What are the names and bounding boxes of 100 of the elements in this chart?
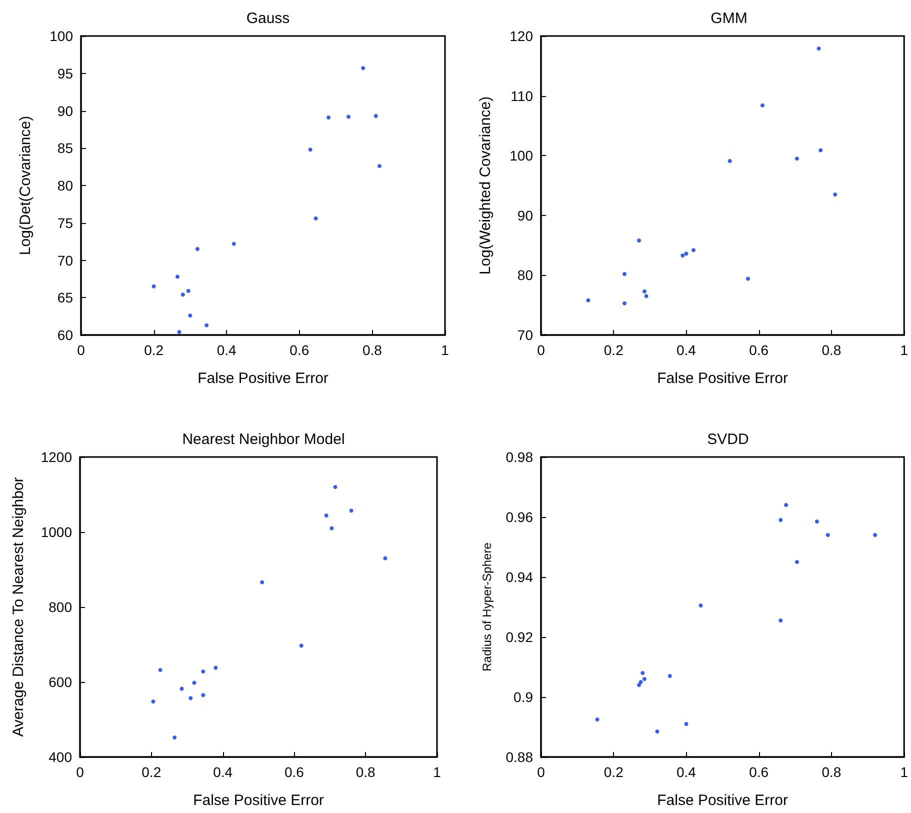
point [186, 288, 190, 293]
x-tick-label: 0.6 [749, 764, 769, 780]
point [586, 298, 590, 302]
point [668, 674, 672, 678]
point [374, 114, 378, 118]
x-tick-label: 0.8 [822, 764, 842, 780]
point [326, 115, 331, 120]
point [692, 248, 696, 252]
point [260, 580, 264, 584]
y-axis-title: Log(Weighted Covariance) [477, 96, 494, 275]
x-tick-label: 1 [441, 342, 450, 358]
y-axis-title: Average Distance To Nearest Neighbor [10, 477, 27, 737]
x-tick-label: 0.2 [604, 764, 624, 780]
point [204, 323, 209, 328]
point [655, 730, 660, 734]
y-tick-label: 0.98 [506, 449, 534, 465]
x-tick-label: 0.2 [142, 764, 162, 780]
x-axis-title: False Positive Error [657, 370, 788, 387]
x-tick-label: 0 [537, 764, 546, 780]
point [383, 556, 388, 560]
x-tick-label: 1 [900, 764, 908, 780]
y-tick-label: 80 [57, 178, 74, 194]
point [232, 242, 236, 246]
point [826, 533, 830, 537]
x-tick-label: 1 [433, 764, 442, 780]
y-tick-label: 85 [57, 140, 74, 156]
point [151, 700, 156, 704]
y-axis-title: Log(Det(Covariance) [17, 116, 34, 256]
point [201, 693, 206, 698]
x-tick-label: 0 [537, 342, 546, 358]
point [637, 238, 642, 243]
chart-title: Nearest Neighbor Model [182, 431, 345, 448]
x-axis-title: False Positive Error [193, 792, 324, 809]
x-tick-label: 0.2 [604, 342, 624, 358]
point [746, 276, 750, 281]
y-tick-label: 1000 [40, 524, 72, 540]
point [644, 294, 648, 298]
y-axis-title: Radius of Hyper-Sphere [480, 542, 494, 672]
x-tick-label: 0.8 [822, 342, 842, 358]
y-tick-label: 600 [48, 674, 72, 690]
x-tick-label: 0.4 [676, 764, 696, 780]
point [622, 301, 627, 306]
point [637, 683, 642, 687]
x-tick-label: 0.4 [676, 342, 696, 358]
point [214, 666, 218, 670]
point [680, 253, 685, 258]
point [158, 668, 162, 672]
y-tick-label: 60 [57, 327, 74, 343]
y-tick-label: 120 [510, 28, 534, 44]
x-axis-title: False Positive Error [198, 370, 328, 387]
y-tick-label: 100 [510, 148, 534, 164]
point [377, 164, 382, 168]
point [314, 216, 318, 220]
chart-title: SVDD [707, 431, 749, 448]
y-tick-label: 110 [510, 88, 534, 104]
point [778, 618, 783, 622]
y-tick-label: 80 [517, 267, 534, 284]
y-tick-label: 90 [57, 102, 74, 119]
y-tick-label: 70 [517, 327, 534, 343]
point [684, 722, 688, 726]
x-axis-title: False Positive Error [657, 792, 788, 809]
y-tick-label: 70 [57, 252, 74, 268]
y-tick-label: 0.9 [514, 689, 534, 705]
y-tick-label: 75 [57, 214, 74, 231]
point [794, 156, 799, 161]
point [346, 114, 351, 119]
point [188, 696, 193, 700]
point [818, 148, 823, 152]
point [180, 292, 185, 297]
point [640, 671, 645, 675]
y-tick-label: 800 [48, 599, 72, 615]
point [308, 148, 312, 152]
x-tick-label: 0.4 [216, 342, 237, 358]
chart-title: Gauss [246, 10, 290, 27]
point [778, 518, 783, 522]
x-tick-label: 0.8 [362, 342, 382, 358]
point [175, 274, 180, 279]
y-tick-label: 65 [57, 290, 74, 306]
point [201, 670, 206, 674]
point [192, 680, 196, 685]
y-tick-label: 95 [57, 65, 74, 82]
point [330, 526, 334, 530]
point [195, 247, 200, 252]
point [180, 686, 184, 691]
y-tick-label: 0.92 [506, 629, 534, 645]
point [152, 284, 156, 288]
point [760, 103, 764, 108]
point [324, 514, 328, 518]
point [873, 533, 878, 537]
point [638, 680, 643, 684]
point [177, 330, 182, 334]
x-tick-label: 0.6 [284, 764, 304, 780]
x-tick-label: 0.6 [749, 342, 769, 358]
x-tick-label: 0.6 [290, 342, 310, 358]
point [622, 272, 627, 276]
y-tick-label: 0.88 [506, 749, 534, 765]
y-tick-label: 100 [50, 28, 74, 44]
point [172, 736, 177, 740]
point [333, 485, 338, 489]
x-tick-label: 1 [900, 342, 908, 358]
